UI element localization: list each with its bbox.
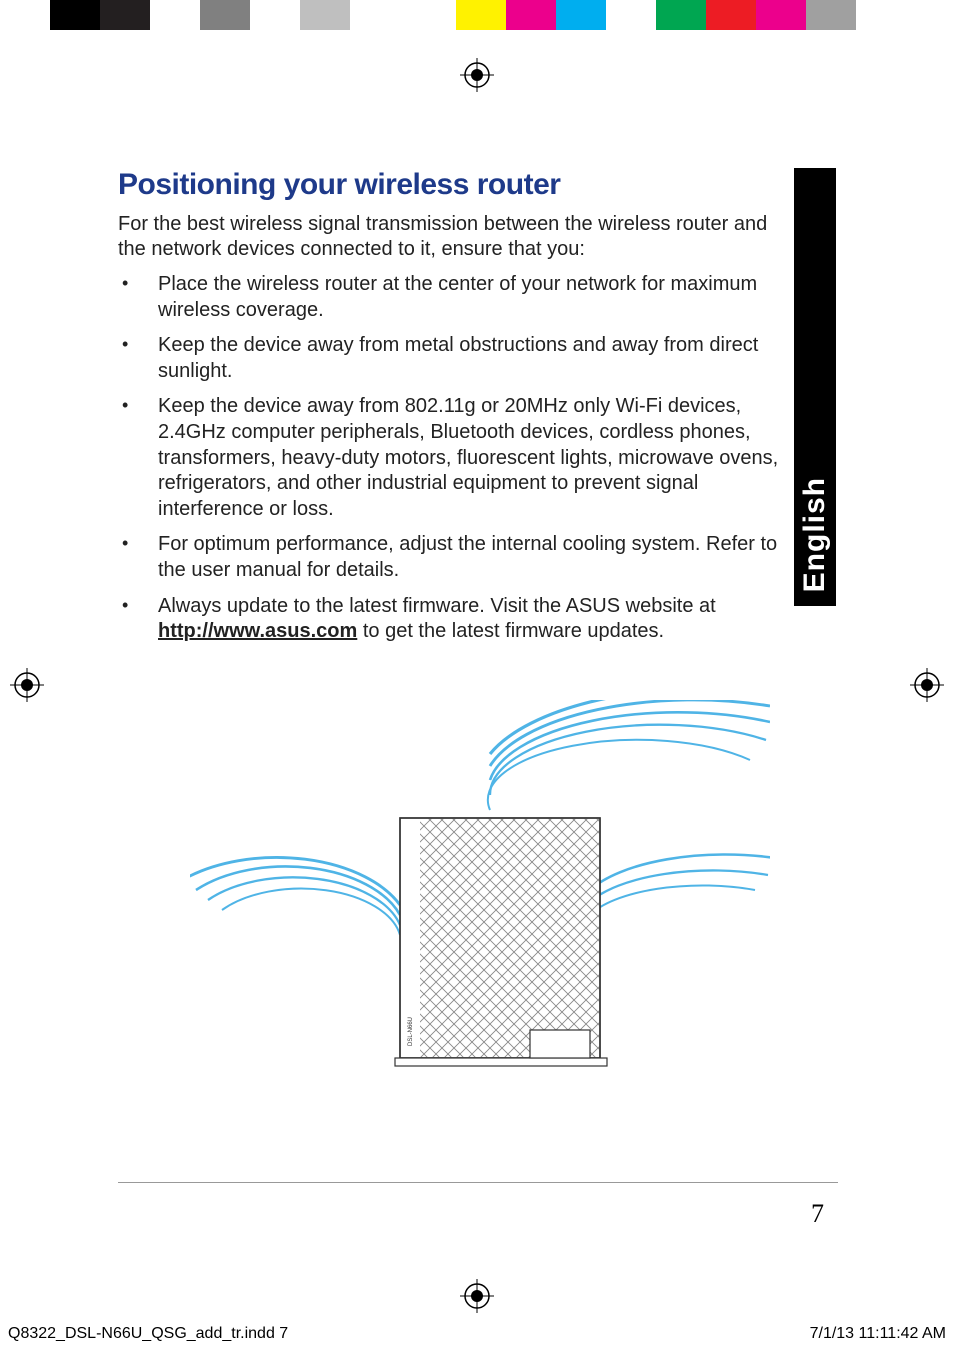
registration-mark-top <box>460 58 494 92</box>
registration-mark-left <box>10 668 44 702</box>
language-label: English <box>798 477 832 592</box>
registration-mark-right <box>910 668 944 702</box>
page-number: 7 <box>811 1199 824 1229</box>
svg-text:DSL-N66U: DSL-N66U <box>408 1017 414 1046</box>
bullet-item: Place the wireless router at the center … <box>118 272 798 323</box>
bullet-item: Always update to the latest firmware. Vi… <box>118 594 798 645</box>
intro-paragraph: For the best wireless signal transmissio… <box>118 212 798 262</box>
footer-timestamp: 7/1/13 11:11:42 AM <box>810 1325 946 1343</box>
page-content: Positioning your wireless router For the… <box>118 168 798 655</box>
language-tab: English <box>794 168 836 606</box>
router-illustration: DSL-N66U <box>190 700 770 1080</box>
registration-mark-bottom <box>460 1279 494 1313</box>
signal-arcs-center <box>590 854 770 915</box>
footer-filename: Q8322_DSL-N66U_QSG_add_tr.indd 7 <box>8 1325 288 1343</box>
router-body: DSL-N66U <box>395 818 607 1066</box>
footer-rule <box>118 1182 838 1183</box>
signal-arcs-right <box>488 700 770 810</box>
bullet-item: Keep the device away from 802.11g or 20M… <box>118 394 798 522</box>
color-calibration-bar <box>0 0 954 30</box>
bullet-item: Keep the device away from metal obstruct… <box>118 333 798 384</box>
bullet-item: For optimum performance, adjust the inte… <box>118 532 798 583</box>
section-heading: Positioning your wireless router <box>118 168 798 202</box>
bullet-list: Place the wireless router at the center … <box>118 272 798 645</box>
signal-arcs-left <box>190 857 400 935</box>
